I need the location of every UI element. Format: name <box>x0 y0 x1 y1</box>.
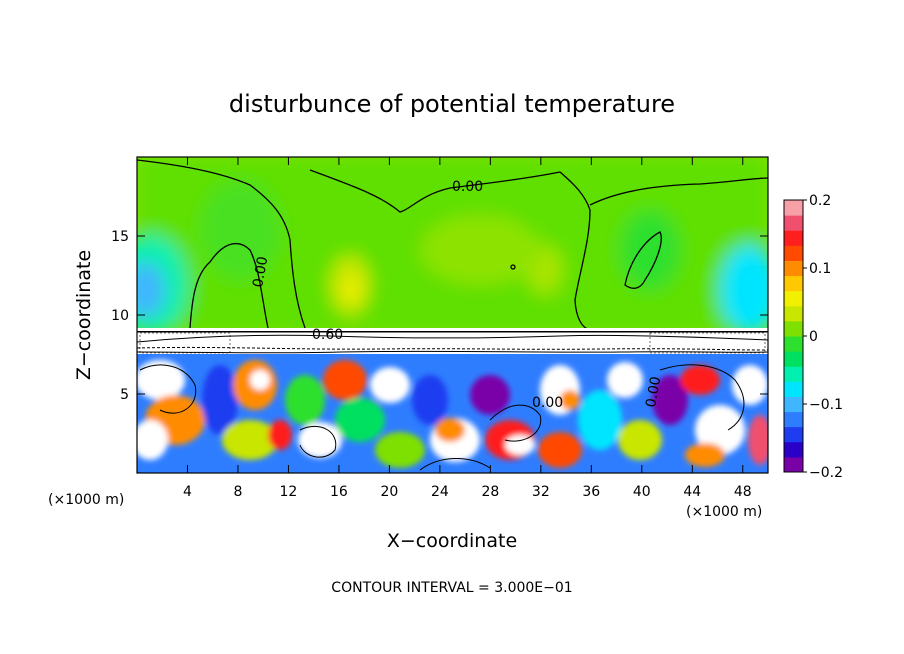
x-tick-label: 24 <box>431 484 449 500</box>
contour-labels: 0.00 0.00 0.60 0.00 0.00 <box>250 179 664 411</box>
y-tick-label: 10 <box>111 308 129 324</box>
x-tick-label: 4 <box>183 484 192 500</box>
x-unit-right: (×1000 m) <box>686 504 762 520</box>
colorbar-swatch <box>784 366 803 382</box>
x-tick-label: 8 <box>233 484 242 500</box>
x-axis-label: X−coordinate <box>387 530 517 552</box>
y-tick-label: 5 <box>120 387 129 403</box>
x-tick-label: 44 <box>683 484 701 500</box>
colorbar-swatch <box>784 411 803 428</box>
colorbar-swatch <box>784 230 803 246</box>
colorbar-tick-label: 0.2 <box>809 193 831 209</box>
upper-contours <box>137 159 768 331</box>
x-tick-label: 16 <box>330 484 348 500</box>
x-tick-label: 40 <box>633 484 651 500</box>
contour-label: 0.00 <box>643 375 664 408</box>
colorbar-swatch <box>784 260 803 277</box>
colorbar-swatch <box>784 290 803 307</box>
inversion-layer <box>137 328 768 354</box>
contour-label: 0.00 <box>532 395 563 411</box>
x-tick-label: 48 <box>734 484 752 500</box>
colorbar-tick-label: 0.1 <box>809 261 831 277</box>
y-axis-label: Z−coordinate <box>73 250 95 380</box>
colorbar-tick-label: −0.1 <box>809 397 843 413</box>
colorbar-swatch <box>784 320 803 337</box>
contour-label: 0.60 <box>312 327 343 343</box>
y-tick-label: 15 <box>111 229 129 245</box>
x-tick-label: 28 <box>481 484 499 500</box>
x-tick-label: 36 <box>582 484 600 500</box>
colorbar-swatch <box>784 426 803 443</box>
colorbar-swatch <box>784 396 803 413</box>
colorbar-swatch <box>784 456 803 473</box>
x-tick-label: 12 <box>280 484 298 500</box>
x-tick-label: 32 <box>532 484 550 500</box>
colorbar: 0.2 0.1 0 −0.1 −0.2 <box>783 193 843 481</box>
chart-title: disturbunce of potential temperature <box>229 90 675 118</box>
upper-layer-field <box>137 157 768 335</box>
colorbar-swatch <box>784 245 803 261</box>
x-tick-label: 20 <box>380 484 398 500</box>
colorbar-swatch <box>784 305 803 322</box>
colorbar-swatch <box>784 336 803 352</box>
colorbar-swatch <box>784 215 803 231</box>
colorbar-swatch <box>784 275 803 292</box>
y-axis: 5 10 15 <box>111 229 768 403</box>
colorbar-swatch <box>784 441 803 458</box>
colorbar-tick-label: −0.2 <box>809 465 843 481</box>
lower-layer-field <box>137 354 768 473</box>
contour-label: 0.00 <box>250 255 271 288</box>
colorbar-swatch <box>784 200 803 216</box>
plot-area: 0.00 0.00 0.60 0.00 0.00 <box>137 157 768 473</box>
x-axis: 4 8 12 16 20 24 28 32 36 40 44 48 <box>183 157 752 500</box>
contour-label: 0.00 <box>452 179 483 195</box>
colorbar-swatch <box>784 351 803 367</box>
contour-interval-note: CONTOUR INTERVAL = 3.000E−01 <box>331 580 572 596</box>
colorbar-swatch <box>784 381 803 397</box>
x-unit-left: (×1000 m) <box>48 492 124 508</box>
colorbar-tick-label: 0 <box>809 329 818 345</box>
